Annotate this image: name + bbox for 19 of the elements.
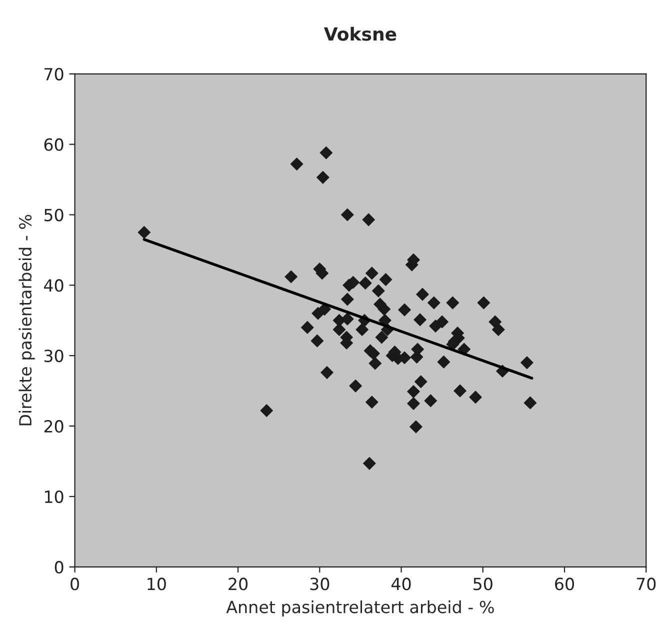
y-tick-label: 30	[44, 350, 64, 362]
x-tick-label: 40	[391, 578, 411, 590]
x-tick-label: 50	[474, 578, 492, 590]
y-tick-label: 10	[45, 490, 64, 504]
y-tick-label: 60	[44, 138, 64, 151]
chart-title: Voksne	[324, 26, 396, 41]
y-axis-title: Direkte pasientarbeid - %	[18, 214, 35, 426]
x-tick-label: 0	[70, 578, 79, 590]
x-axis-title: Annet pasientrelatert arbeid - %	[226, 600, 494, 617]
x-tick-label: 60	[555, 578, 574, 590]
y-tick-label: 20	[44, 420, 64, 433]
x-tick-label: 30	[310, 578, 330, 590]
y-tick-label: 40	[44, 279, 64, 292]
x-tick-label: 10	[148, 578, 166, 590]
y-tick-label: 0	[54, 560, 64, 574]
y-tick-label: 70	[44, 68, 64, 80]
x-tick-label: 70	[636, 578, 656, 590]
y-tick-label: 50	[44, 208, 64, 222]
x-tick-label: 20	[228, 578, 248, 590]
